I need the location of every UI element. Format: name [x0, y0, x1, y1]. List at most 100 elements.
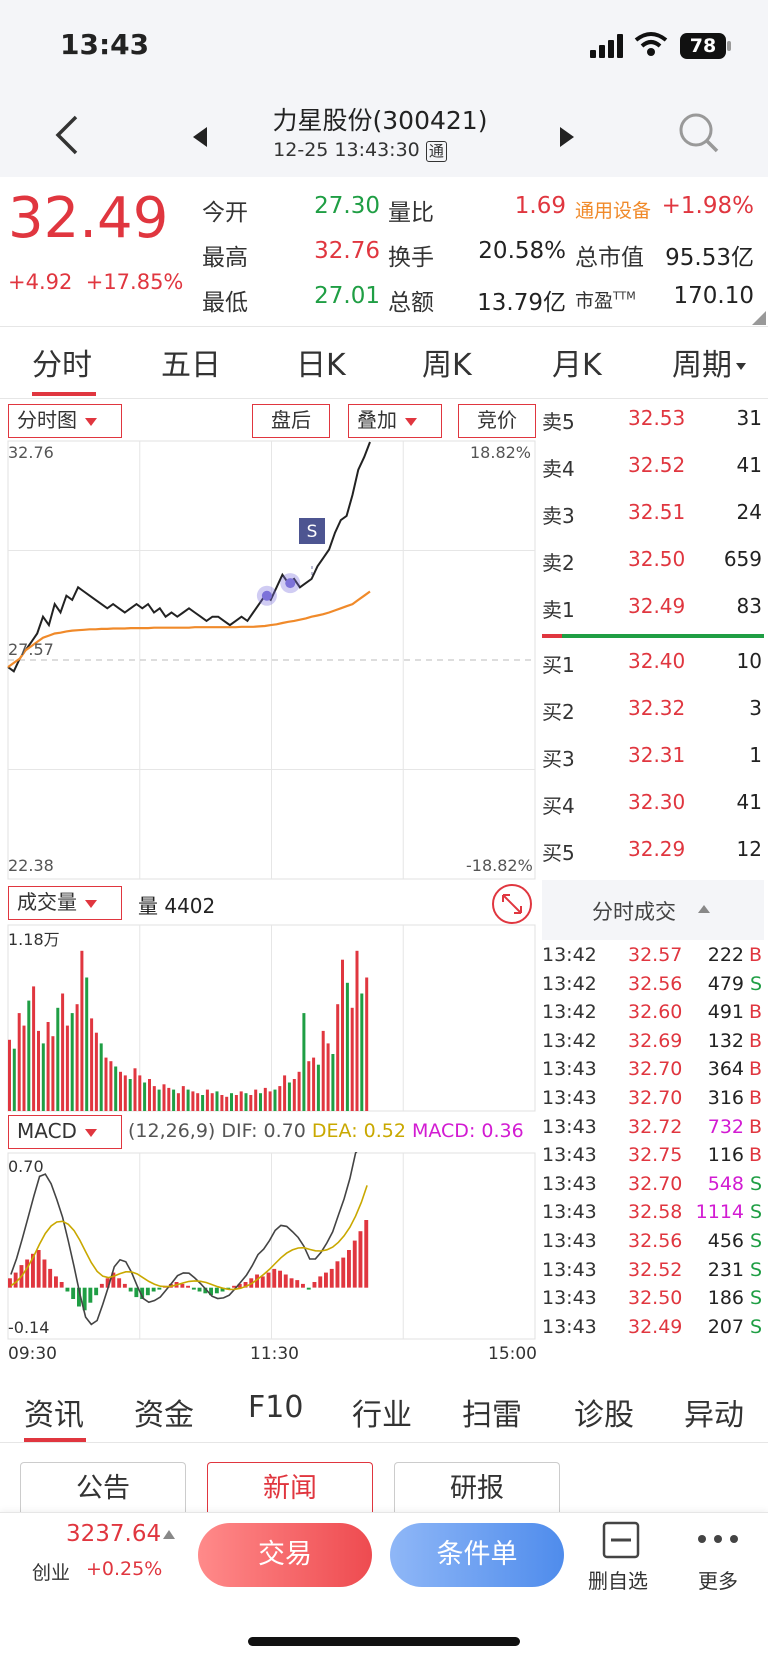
macd-bar	[71, 1287, 76, 1299]
label-amount: 总额	[388, 290, 434, 316]
trade-price: 32.60	[628, 1001, 683, 1024]
tab-intraday[interactable]: 分时	[32, 348, 92, 383]
value-amount: 13.79亿	[477, 290, 566, 316]
ask-row-4[interactable]: 卖4 32.52 41	[542, 453, 764, 483]
after-hours-button[interactable]: 盘后	[252, 404, 330, 438]
volume-bar	[41, 1043, 45, 1111]
macd-bar	[358, 1231, 363, 1288]
subtab-announcement[interactable]: 公告	[20, 1462, 186, 1514]
trade-row: 13:43 32.56 456 S	[542, 1230, 764, 1258]
overlay-dropdown[interactable]: 叠加	[348, 404, 442, 438]
index-value[interactable]: 3237.64	[66, 1521, 176, 1547]
trades-title: 分时成交	[592, 900, 676, 924]
chart-type-dropdown[interactable]: 分时图	[8, 404, 122, 438]
bid-row-5[interactable]: 买5 32.29 12	[542, 837, 764, 867]
ask-row-5[interactable]: 卖5 32.53 31	[542, 406, 764, 436]
volume-bar	[128, 1079, 132, 1111]
auction-button[interactable]: 竞价	[458, 404, 536, 438]
macd-bar	[8, 1278, 12, 1288]
macd-bar	[255, 1274, 259, 1288]
trade-button[interactable]: 交易	[198, 1523, 372, 1587]
bid-row-3[interactable]: 买3 32.31 1	[542, 743, 764, 773]
volume-bar	[273, 1089, 277, 1111]
trade-volume: 364	[707, 1058, 744, 1081]
fullscreen-icon[interactable]	[490, 882, 534, 926]
tab-five-day[interactable]: 五日	[161, 348, 221, 383]
search-icon[interactable]	[677, 111, 721, 155]
volume-amount: 量 4402	[138, 894, 216, 918]
bid-vol: 12	[736, 837, 762, 861]
subtab-research[interactable]: 研报	[394, 1462, 560, 1514]
remove-favorite-icon[interactable]	[602, 1521, 640, 1559]
trades-header[interactable]: 分时成交	[542, 880, 764, 940]
trade-row: 13:42 32.60 491 B	[542, 1001, 764, 1029]
volume-bar	[360, 993, 364, 1111]
volume-bar	[249, 1095, 253, 1111]
ask-row-1[interactable]: 卖1 32.49 83	[542, 594, 764, 624]
bid-price: 32.32	[628, 696, 686, 720]
home-indicator	[248, 1637, 520, 1646]
tab-period[interactable]: 周期	[672, 340, 746, 384]
ask-label: 卖5	[542, 410, 575, 434]
bid-row-2[interactable]: 买2 32.32 3	[542, 696, 764, 726]
macd-bar	[237, 1283, 242, 1288]
bid-vol: 1	[749, 743, 762, 767]
bid-label: 买3	[542, 747, 575, 771]
ask-row-3[interactable]: 卖3 32.51 24	[542, 500, 764, 530]
macd-bar	[197, 1287, 202, 1292]
tab-monthly-k[interactable]: 月K	[552, 348, 602, 383]
tab-industry[interactable]: 行业	[352, 1398, 412, 1433]
bid-row-4[interactable]: 买4 32.30 41	[542, 790, 764, 820]
macd-bar	[117, 1278, 122, 1288]
trade-price: 32.56	[628, 1230, 683, 1252]
volume-chart[interactable]	[0, 924, 540, 1112]
trade-row: 13:42 32.56 479 S	[542, 973, 764, 1001]
conditional-order-button[interactable]: 条件单	[390, 1523, 564, 1587]
macd-bar	[352, 1240, 357, 1288]
more-label[interactable]: 更多	[698, 1569, 738, 1593]
back-icon[interactable]	[52, 113, 82, 157]
volume-bar	[133, 1068, 137, 1111]
label-open: 今开	[202, 200, 248, 226]
next-stock-icon[interactable]	[558, 127, 574, 147]
expand-corner-icon[interactable]	[752, 311, 766, 325]
tab-funds[interactable]: 资金	[134, 1398, 194, 1433]
indicator-volume-dropdown[interactable]: 成交量	[8, 886, 122, 920]
volume-bar	[254, 1089, 258, 1111]
volume-bar	[75, 1004, 79, 1111]
label-volume-ratio: 量比	[388, 200, 434, 226]
status-time: 13:43	[60, 28, 150, 61]
intraday-price-chart[interactable]: S	[0, 440, 540, 880]
index-change: +0.25%	[86, 1558, 163, 1580]
remove-favorite-label[interactable]: 删自选	[588, 1569, 648, 1593]
trade-time: 13:43	[542, 1172, 597, 1195]
trade-side: S	[749, 1287, 762, 1310]
tab-news-info[interactable]: 资讯	[24, 1398, 84, 1433]
bid-row-1[interactable]: 买1 32.40 10	[542, 649, 764, 679]
tab-f10[interactable]: F10	[248, 1390, 304, 1425]
tab-risk[interactable]: 扫雷	[462, 1398, 522, 1433]
prev-stock-icon[interactable]	[193, 127, 209, 147]
label-industry[interactable]: 通用设备	[575, 200, 652, 222]
tab-abnormal[interactable]: 异动	[684, 1398, 744, 1433]
volume-bar	[46, 1022, 50, 1111]
macd-chart[interactable]	[0, 1152, 540, 1340]
tab-daily-k[interactable]: 日K	[296, 348, 346, 383]
overlay-label: 叠加	[357, 408, 397, 432]
chevron-down-icon	[405, 417, 417, 426]
macd-bar	[209, 1287, 213, 1296]
ask-row-2[interactable]: 卖2 32.50 659	[542, 547, 764, 577]
indicator-macd-dropdown[interactable]: MACD	[8, 1115, 122, 1149]
subtab-news[interactable]: 新闻	[207, 1462, 373, 1514]
trade-volume: 491	[707, 1001, 744, 1024]
bid-label: 买2	[542, 700, 575, 724]
trade-price: 32.75	[628, 1144, 683, 1167]
macd-bar	[301, 1283, 305, 1288]
chevron-down-icon	[85, 899, 97, 908]
tab-weekly-k[interactable]: 周K	[422, 348, 472, 383]
tab-diagnose[interactable]: 诊股	[574, 1398, 634, 1433]
more-icon[interactable]	[696, 1533, 740, 1545]
chevron-down-icon	[85, 417, 97, 426]
chevron-down-icon	[84, 1128, 97, 1137]
trade-side: S	[749, 1258, 762, 1281]
